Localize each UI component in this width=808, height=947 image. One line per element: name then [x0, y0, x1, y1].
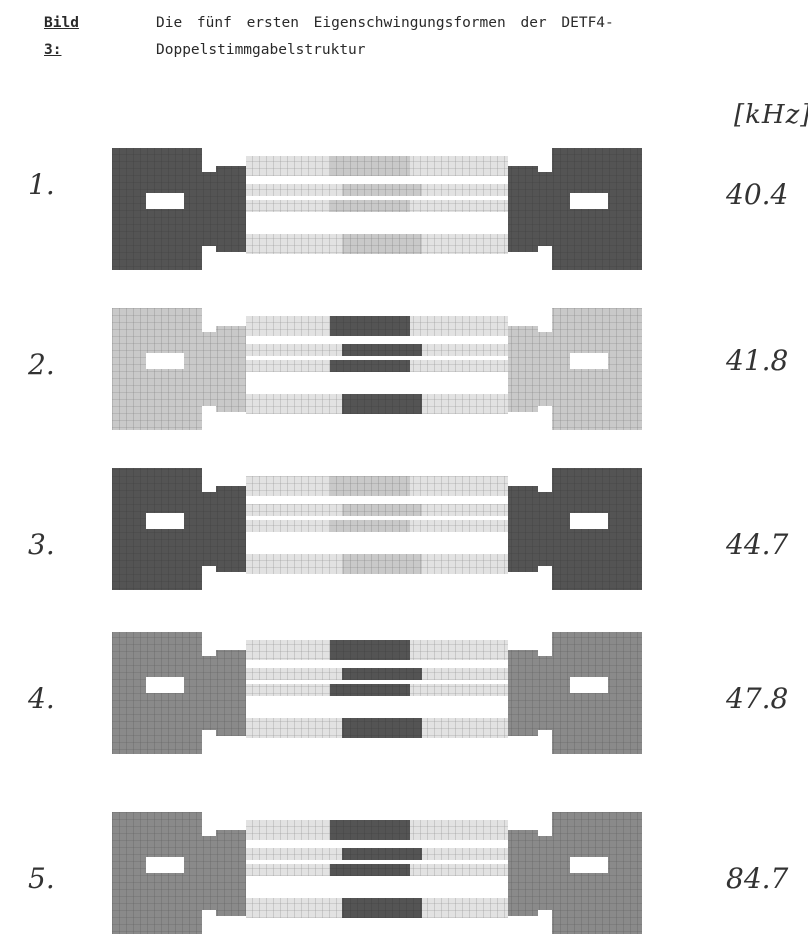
- caption-line-2: Doppelstimmgabelstruktur: [156, 42, 366, 58]
- mode-shape-2: [112, 308, 642, 430]
- mode-frequency-3: 44.7: [726, 528, 789, 561]
- frequency-unit-label: [kHz]: [734, 100, 808, 130]
- mode-number-3: 3.: [28, 528, 55, 561]
- figure-label: Bild 3:: [44, 15, 79, 58]
- mode-number-5: 5.: [28, 862, 55, 895]
- mode-number-4: 4.: [28, 682, 55, 715]
- mode-shape-4: [112, 632, 642, 754]
- mode-shape-3: [112, 468, 642, 590]
- caption-line-1: Die fünf ersten Eigenschwingungsformen d…: [156, 15, 614, 31]
- mode-frequency-1: 40.4: [726, 178, 789, 211]
- mode-shape-1: [112, 148, 642, 270]
- mode-number-1: 1.: [28, 168, 55, 201]
- mode-frequency-2: 41.8: [726, 344, 789, 377]
- mode-frequency-4: 47.8: [726, 682, 789, 715]
- mode-number-2: 2.: [28, 348, 55, 381]
- mode-shape-5: [112, 812, 642, 934]
- mode-frequency-5: 84.7: [726, 862, 789, 895]
